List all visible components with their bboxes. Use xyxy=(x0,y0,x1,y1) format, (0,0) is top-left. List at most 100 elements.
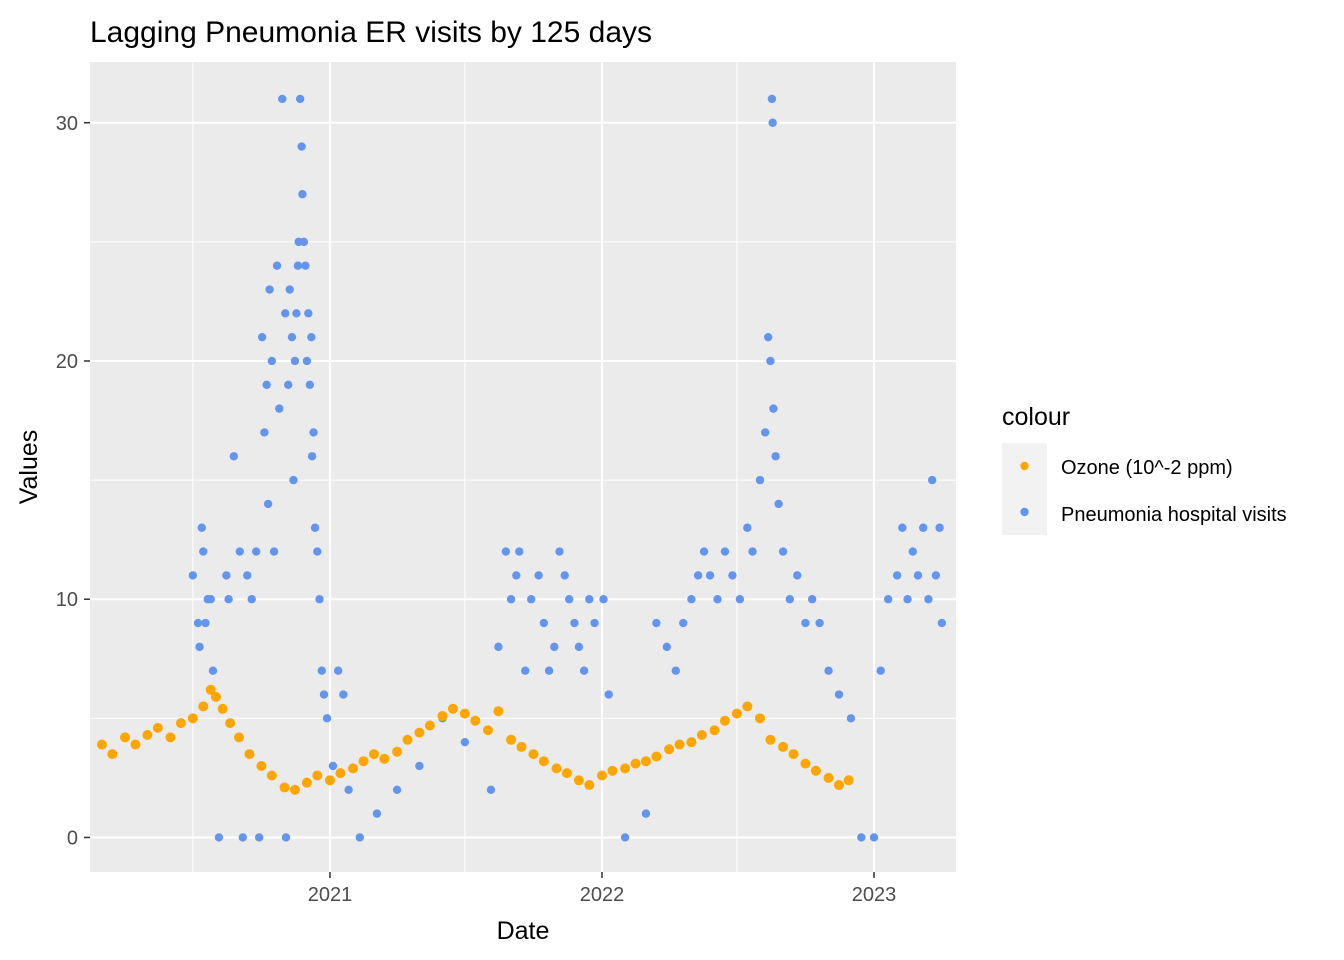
ozone-point xyxy=(266,770,277,781)
x-axis-title: Date xyxy=(497,917,550,945)
pneumonia-point xyxy=(574,642,584,652)
ozone-point xyxy=(187,713,198,724)
pneumonia-point xyxy=(824,666,833,675)
pneumonia-point xyxy=(344,785,353,795)
pneumonia-point xyxy=(208,666,218,675)
pneumonia-point xyxy=(355,833,364,842)
ozone-point xyxy=(561,768,572,779)
pneumonia-point xyxy=(292,309,301,318)
ozone-point xyxy=(244,749,255,760)
pneumonia-point xyxy=(293,261,303,270)
pneumonia-point xyxy=(297,142,306,151)
pneumonia-point xyxy=(290,356,300,366)
pneumonia-point xyxy=(539,618,549,628)
pneumonia-point xyxy=(214,833,224,842)
pneumonia-point xyxy=(193,618,203,628)
ozone-point xyxy=(414,727,425,738)
pneumonia-point xyxy=(687,595,696,604)
pneumonia-point xyxy=(735,595,745,604)
pneumonia-point xyxy=(565,595,574,604)
ozone-point xyxy=(686,737,697,748)
pneumonia-point xyxy=(262,380,271,390)
ozone-point xyxy=(165,732,176,743)
ozone-point xyxy=(210,691,221,702)
pneumonia-point xyxy=(269,547,279,556)
y-tick-label: 0 xyxy=(67,827,78,849)
ozone-point xyxy=(630,758,641,769)
ozone-point xyxy=(301,777,312,788)
ozone-point xyxy=(719,715,730,726)
pneumonia-point xyxy=(801,618,810,628)
pneumonia-point xyxy=(767,94,777,104)
pneumonia-point xyxy=(251,547,261,556)
ozone-point xyxy=(152,722,163,733)
pneumonia-point xyxy=(310,523,320,532)
pneumonia-point xyxy=(317,666,326,675)
pneumonia-point xyxy=(206,595,215,604)
ozone-point xyxy=(120,732,131,743)
pneumonia-point xyxy=(526,595,536,604)
pneumonia-point xyxy=(285,285,294,294)
pneumonia-point xyxy=(243,571,252,580)
pneumonia-point xyxy=(313,547,322,556)
ozone-point xyxy=(551,763,562,774)
pneumonia-point xyxy=(876,666,885,675)
pneumonia-point xyxy=(748,547,757,556)
ozone-point xyxy=(788,749,799,760)
ozone-point xyxy=(833,780,844,791)
ozone-point xyxy=(358,756,369,767)
pneumonia-point xyxy=(299,237,309,247)
ozone-point xyxy=(731,708,742,719)
ozone-point xyxy=(312,770,323,781)
pneumonia-point xyxy=(846,714,856,723)
pneumonia-point xyxy=(224,595,233,604)
pneumonia-point xyxy=(201,618,210,628)
ozone-point xyxy=(279,782,290,793)
pneumonia-point xyxy=(195,642,204,652)
ozone-point xyxy=(142,730,153,741)
ozone-point xyxy=(778,741,789,752)
pneumonia-point xyxy=(924,595,933,604)
pneumonia-point xyxy=(372,809,382,818)
pneumonia-point xyxy=(785,595,795,604)
pneumonia-point xyxy=(460,737,470,747)
ozone-point xyxy=(205,684,216,695)
pneumonia-point xyxy=(931,571,941,580)
pneumonia-point xyxy=(768,118,777,127)
pneumonia-point xyxy=(555,547,564,556)
pneumonia-point xyxy=(305,380,315,390)
pneumonia-point xyxy=(560,571,569,580)
ozone-point xyxy=(754,713,765,724)
pneumonia-point xyxy=(834,690,844,699)
pneumonia-point xyxy=(620,833,630,842)
pneumonia-point xyxy=(937,618,947,628)
ozone-point xyxy=(424,720,435,731)
pneumonia-point xyxy=(774,499,783,509)
pneumonia-point xyxy=(720,547,730,556)
pneumonia-point xyxy=(257,332,267,342)
pneumonia-point xyxy=(238,833,247,842)
pneumonia-point xyxy=(272,261,282,270)
ozone-point xyxy=(217,703,228,714)
pneumonia-point xyxy=(315,595,324,604)
pneumonia-point xyxy=(908,547,917,556)
ozone-point xyxy=(392,746,403,757)
pneumonia-point xyxy=(693,571,703,580)
pneumonia-point xyxy=(322,714,332,723)
ozone-point xyxy=(696,730,707,741)
y-tick-label: 30 xyxy=(56,113,78,135)
ozone-point xyxy=(664,744,675,755)
pneumonia-point xyxy=(919,523,928,532)
pneumonia-point xyxy=(188,571,198,580)
pneumonia-point xyxy=(267,356,277,366)
pneumonia-point xyxy=(815,618,824,628)
pneumonia-point xyxy=(506,595,516,604)
pneumonia-point xyxy=(743,523,752,532)
ozone-point xyxy=(348,763,359,774)
pneumonia-point xyxy=(662,642,672,652)
ozone-point xyxy=(651,751,662,762)
pneumonia-point xyxy=(521,666,530,675)
ozone-point xyxy=(256,760,267,771)
pneumonia-point xyxy=(671,666,680,675)
